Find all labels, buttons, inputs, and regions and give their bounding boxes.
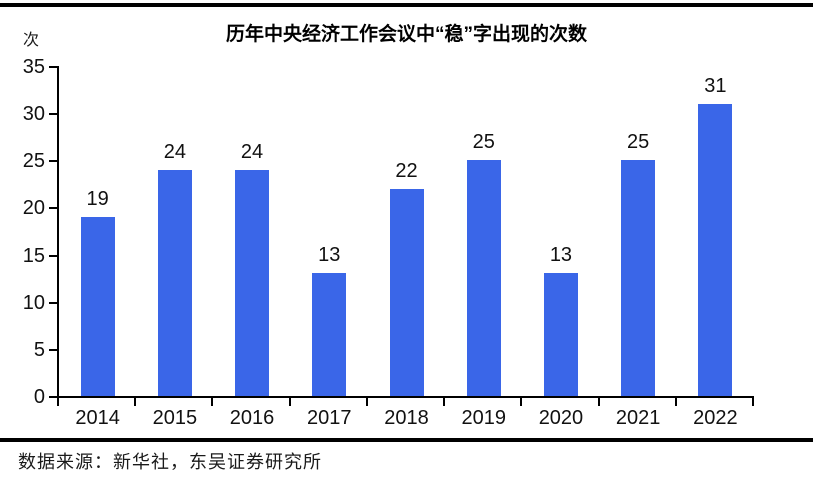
- bottom-divider: [0, 438, 813, 442]
- bar-value-label-2015: 24: [163, 140, 186, 163]
- x-axis-tick: [443, 398, 446, 406]
- bar-value-label-2018: 22: [395, 159, 418, 182]
- x-axis-line: [57, 396, 754, 398]
- bar-value-label-2020: 13: [549, 244, 573, 267]
- bar-value-label-2016: 24: [240, 140, 264, 163]
- x-tick-label-2014: 2014: [75, 407, 120, 429]
- y-axis-tick: [49, 160, 57, 163]
- bar-2016: [235, 169, 270, 396]
- y-tick-label: 30: [22, 103, 45, 126]
- x-axis-tick: [520, 398, 523, 406]
- y-axis-tick: [49, 113, 57, 116]
- bar-value-label-2017: 13: [318, 244, 341, 267]
- y-axis-unit-label: 次: [23, 32, 40, 49]
- y-tick-label: 35: [22, 56, 45, 78]
- bar-2018: [389, 188, 424, 396]
- y-axis-tick: [49, 396, 57, 398]
- bar-value-label-2019: 25: [472, 131, 495, 154]
- bar-2014: [80, 216, 115, 396]
- x-axis-tick: [134, 398, 137, 406]
- x-tick-label-2015: 2015: [152, 407, 198, 429]
- y-axis-line: [57, 66, 59, 398]
- bar-value-label-2021: 25: [627, 131, 650, 154]
- x-axis-tick: [211, 398, 214, 406]
- x-tick-label-2020: 2020: [538, 407, 584, 429]
- bar-2017: [312, 273, 347, 396]
- y-tick-label: 25: [22, 150, 45, 173]
- bar-2020: [543, 273, 578, 396]
- x-tick-label-2018: 2018: [384, 407, 429, 429]
- bar-2021: [621, 160, 656, 396]
- x-tick-label-2019: 2019: [461, 407, 506, 429]
- y-tick-label: 5: [33, 338, 45, 361]
- x-axis-tick: [365, 398, 368, 406]
- bar-value-label-2022: 31: [704, 74, 727, 97]
- bar-2019: [466, 160, 501, 396]
- data-source-note: 数据来源：新华社，东吴证券研究所: [18, 452, 322, 473]
- y-tick-label: 0: [33, 386, 45, 408]
- chart-area: 0 5 10 15 20 25 30 35 19 2014 24 2015 24 2016 13 2017 22…: [22, 56, 754, 429]
- bar-2015: [157, 169, 192, 396]
- x-axis-tick: [57, 398, 59, 406]
- x-tick-label-2021: 2021: [615, 407, 661, 429]
- y-tick-label: 10: [22, 291, 45, 314]
- bar-value-label-2014: 19: [86, 187, 109, 210]
- bar-2022: [698, 103, 733, 396]
- y-axis-tick: [49, 254, 57, 257]
- x-axis-tick: [752, 398, 754, 406]
- x-tick-label-2016: 2016: [229, 407, 275, 429]
- x-axis-tick: [597, 398, 600, 406]
- y-axis-tick: [49, 207, 57, 210]
- y-axis-tick: [49, 66, 57, 68]
- x-axis-tick: [288, 398, 291, 406]
- x-axis-tick: [674, 398, 677, 406]
- y-tick-label: 15: [22, 244, 45, 267]
- top-divider: [0, 3, 813, 7]
- chart-title: 历年中央经济工作会议中“稳”字出现的次数: [225, 24, 587, 45]
- y-axis-tick: [49, 348, 57, 351]
- x-tick-label-2017: 2017: [307, 407, 352, 429]
- x-tick-label-2022: 2022: [693, 407, 738, 429]
- y-tick-label: 20: [22, 197, 45, 220]
- y-axis-tick: [49, 301, 57, 304]
